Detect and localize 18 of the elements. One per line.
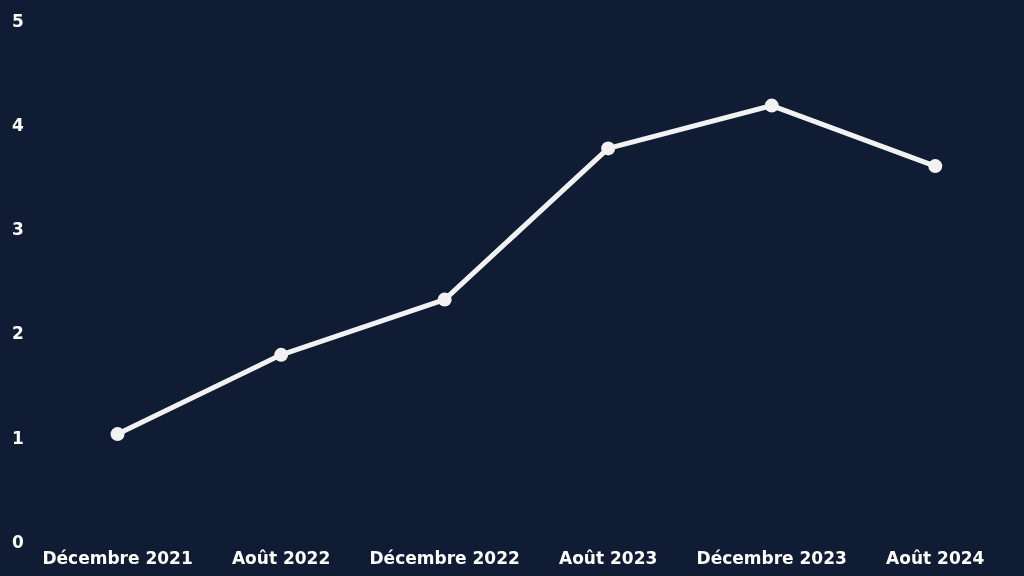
x-tick-label: Août 2022 bbox=[231, 548, 331, 569]
y-tick-label: 1 bbox=[11, 427, 24, 448]
point bbox=[437, 292, 452, 307]
y-tick-label: 5 bbox=[11, 10, 24, 31]
y-tick-label: 4 bbox=[11, 114, 24, 135]
point bbox=[928, 159, 943, 174]
point bbox=[274, 347, 289, 362]
y-tick-label: 2 bbox=[11, 323, 24, 344]
x-tick-label: Décembre 2023 bbox=[696, 548, 847, 569]
point bbox=[110, 427, 125, 442]
point bbox=[601, 141, 616, 156]
x-tick-label: Décembre 2022 bbox=[369, 548, 520, 569]
point bbox=[764, 98, 779, 113]
y-tick-label: 0 bbox=[11, 532, 24, 553]
x-tick-label: Août 2023 bbox=[559, 548, 658, 569]
x-tick-label: Décembre 2021 bbox=[42, 548, 193, 569]
x-tick-label: Août 2024 bbox=[886, 548, 985, 569]
y-tick-label: 3 bbox=[11, 219, 24, 240]
